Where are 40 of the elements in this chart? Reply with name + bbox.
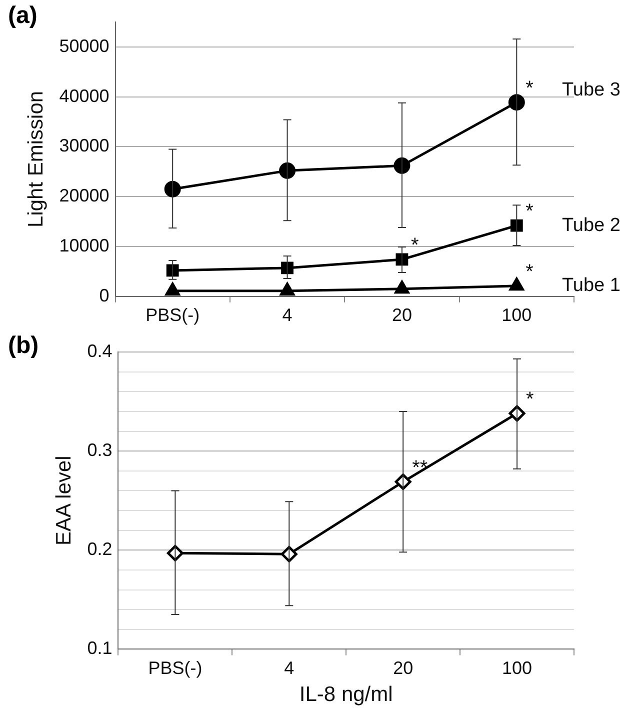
point — [394, 157, 410, 174]
y-axis-title: Light Emission — [24, 90, 48, 228]
point — [280, 282, 295, 296]
y-tick-label: 30000 — [59, 136, 110, 156]
annotation: * — [526, 77, 534, 100]
chart-title: (b) — [8, 332, 39, 360]
annotation: * — [410, 234, 419, 256]
point — [508, 94, 525, 111]
annotation: * — [526, 260, 534, 283]
point — [509, 278, 524, 291]
annotation: * — [526, 388, 534, 410]
x-tick-label: 4 — [282, 305, 292, 326]
x-tick-label: PBS(-) — [146, 305, 200, 326]
y-tick-label: 10000 — [59, 235, 110, 256]
text: Tube 1 — [562, 275, 620, 296]
point — [394, 280, 410, 294]
y-tick-label: 0.2 — [87, 539, 112, 560]
y-axis-title: EAA level — [52, 456, 76, 546]
y-tick-label: 20000 — [59, 186, 110, 206]
x-tick-label: 20 — [392, 305, 412, 326]
y-tick-label: 50000 — [59, 36, 110, 56]
y-tick-label: 0 — [99, 285, 110, 306]
chart-title: (a) — [8, 2, 38, 30]
y-tick-label: 0.3 — [87, 440, 112, 460]
x-tick-label: 100 — [502, 658, 532, 678]
point — [165, 282, 180, 296]
x-tick-label: 20 — [393, 658, 414, 678]
y-tick-label: 0.4 — [87, 340, 112, 361]
y-tick-label: 0.1 — [87, 638, 112, 658]
x-tick-label: 100 — [502, 305, 532, 326]
x-tick-label: PBS(-) — [148, 658, 202, 678]
annotation: ** — [412, 456, 428, 479]
annotation: * — [526, 200, 534, 223]
x-tick-label: 4 — [284, 658, 294, 678]
point — [164, 180, 181, 198]
point — [279, 162, 296, 179]
x-axis-title: IL-8 ng/ml — [299, 683, 393, 706]
y-tick-label: 40000 — [59, 86, 110, 106]
text: Tube 3 — [562, 80, 620, 101]
text: Tube 2 — [562, 214, 620, 236]
